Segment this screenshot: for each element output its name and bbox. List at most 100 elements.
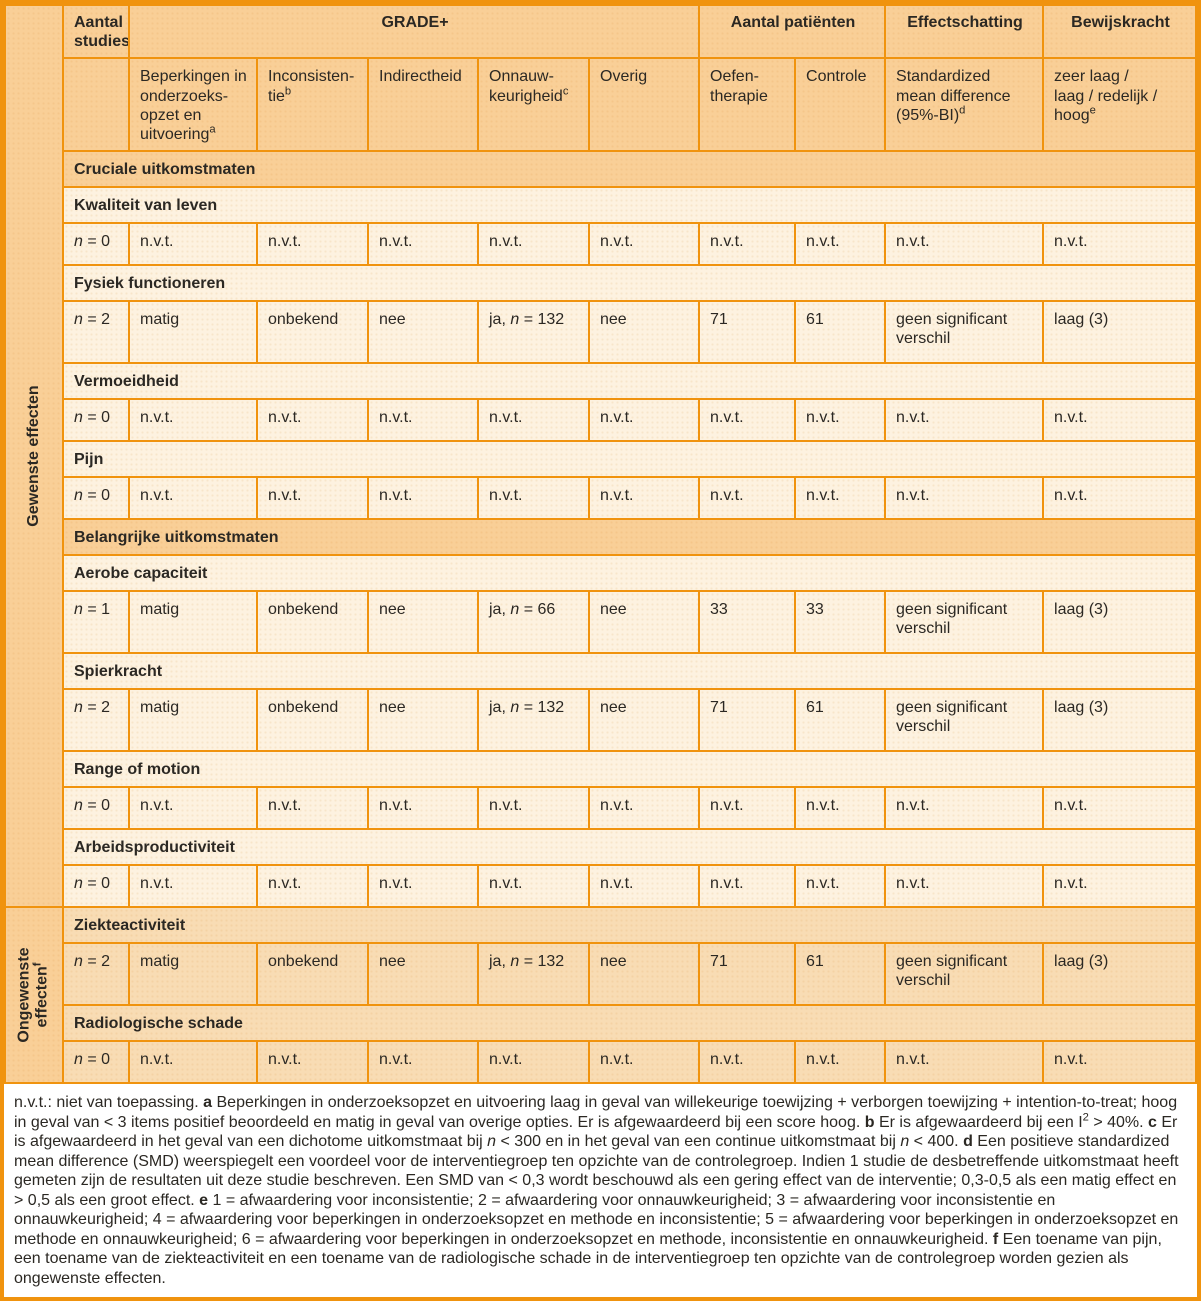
header-overig: Overig xyxy=(587,57,701,153)
data-row: n = 0 n.v.t. n.v.t. n.v.t. n.v.t. n.v.t. n.v.t… xyxy=(5,398,1197,443)
data-row: n = 0 n.v.t. n.v.t. n.v.t. n.v.t. n.v.t. n.v.t… xyxy=(5,864,1197,909)
grade-evidence-table: Gewenste effecten Aantal studies GRADE+ A… xyxy=(4,3,1197,1085)
header-indirectheid: Indirectheid xyxy=(367,57,479,153)
data-cell: n.v.t. xyxy=(698,222,797,267)
data-cell: n.v.t. xyxy=(698,398,797,443)
data-cell: n.v.t. xyxy=(1042,786,1197,831)
table-body: Gewenste effecten Aantal studies GRADE+ A… xyxy=(4,3,1197,1085)
data-cell: n.v.t. xyxy=(128,786,258,831)
data-cell: n.v.t. xyxy=(1042,222,1197,267)
sidebar-cell-ongewenste: Ongewenste effectenf xyxy=(4,906,64,1085)
data-cell: nee xyxy=(367,942,479,1007)
header-controle: Controle xyxy=(794,57,887,153)
data-cell: n.v.t. xyxy=(884,222,1045,267)
header-aantal-studies: Aantal studies xyxy=(62,3,130,60)
data-cell: nee xyxy=(587,590,701,655)
data-cell: geen significant verschil xyxy=(884,300,1045,365)
data-cell: geen significant verschil xyxy=(884,942,1045,1007)
cell-aantal-studies: n = 0 xyxy=(62,222,130,267)
outcome-header: Kwaliteit van leven xyxy=(62,186,1197,225)
footnotes: n.v.t.: niet van toepassing. a Beperking… xyxy=(4,1084,1197,1298)
data-cell: n.v.t. xyxy=(794,786,887,831)
data-cell: laag (3) xyxy=(1042,942,1197,1007)
data-cell: onbekend xyxy=(256,590,369,655)
outcome-row: Arbeidsproductiviteit xyxy=(5,828,1197,867)
outcome-row: Range of motion xyxy=(5,750,1197,789)
header-empty-cell xyxy=(62,57,130,153)
data-cell: ja, n = 66 xyxy=(477,590,590,655)
sidebar-label-gewenste: Gewenste effecten xyxy=(24,385,42,527)
data-cell: n.v.t. xyxy=(367,222,479,267)
data-cell: n.v.t. xyxy=(477,1040,590,1085)
data-cell: n.v.t. xyxy=(1042,398,1197,443)
data-cell: n.v.t. xyxy=(698,864,797,909)
header-onnauwkeurigheid: Onnauw-keurigheidc xyxy=(477,57,590,153)
data-cell: n.v.t. xyxy=(587,222,701,267)
data-row: n = 0 n.v.t. n.v.t. n.v.t. n.v.t. n.v.t. n.v.t… xyxy=(5,222,1197,267)
data-cell: n.v.t. xyxy=(477,476,590,521)
data-cell: n.v.t. xyxy=(128,476,258,521)
cell-aantal-studies: n = 0 xyxy=(62,398,130,443)
data-cell: matig xyxy=(128,300,258,365)
data-row: n = 0 n.v.t. n.v.t. n.v.t. n.v.t. n.v.t. n.v.t… xyxy=(5,1040,1197,1085)
data-cell: n.v.t. xyxy=(587,1040,701,1085)
data-cell: 61 xyxy=(794,300,887,365)
data-row: n = 1 matig onbekend nee ja, n = 66 nee 33 33 ge… xyxy=(5,590,1197,655)
header-row-sub: Beperkingen in onderzoeks-opzet en uitvoer… xyxy=(5,57,1197,153)
header-bewijskracht-schaal: zeer laag / laag / redelijk / hooge xyxy=(1042,57,1197,153)
data-cell: geen significant verschil xyxy=(884,590,1045,655)
data-cell: nee xyxy=(587,300,701,365)
section-header: Cruciale uitkomstmaten xyxy=(62,150,1197,189)
outcome-header: Ziekteactiviteit xyxy=(62,906,1197,945)
data-cell: n.v.t. xyxy=(256,864,369,909)
cell-aantal-studies: n = 0 xyxy=(62,1040,130,1085)
header-smd: Standardized mean difference (95%-BI)d xyxy=(884,57,1045,153)
data-row: n = 0 n.v.t. n.v.t. n.v.t. n.v.t. n.v.t. n.v.t… xyxy=(5,476,1197,521)
data-cell: n.v.t. xyxy=(1042,864,1197,909)
outcome-header: Radiologische schade xyxy=(62,1004,1197,1043)
cell-aantal-studies: n = 0 xyxy=(62,864,130,909)
data-cell: nee xyxy=(367,688,479,753)
data-row: n = 2 matig onbekend nee ja, n = 132 nee 71 61 g… xyxy=(5,942,1197,1007)
outcome-row: Kwaliteit van leven xyxy=(5,186,1197,225)
outcome-row: Fysiek functioneren xyxy=(5,264,1197,303)
header-row-groups: Gewenste effecten Aantal studies GRADE+ A… xyxy=(4,3,1197,909)
outcome-row: Aerobe capaciteit xyxy=(5,554,1197,593)
data-cell: n.v.t. xyxy=(256,1040,369,1085)
data-cell: n.v.t. xyxy=(587,476,701,521)
data-cell: n.v.t. xyxy=(128,398,258,443)
data-cell: n.v.t. xyxy=(128,1040,258,1085)
outcome-header: Fysiek functioneren xyxy=(62,264,1197,303)
data-cell: n.v.t. xyxy=(367,476,479,521)
data-cell: onbekend xyxy=(256,942,369,1007)
data-cell: n.v.t. xyxy=(884,398,1045,443)
data-cell: geen significant verschil xyxy=(884,688,1045,753)
data-cell: n.v.t. xyxy=(477,864,590,909)
data-cell: n.v.t. xyxy=(1042,1040,1197,1085)
data-cell: 71 xyxy=(698,300,797,365)
outcome-header: Pijn xyxy=(62,440,1197,479)
data-cell: laag (3) xyxy=(1042,688,1197,753)
data-cell: n.v.t. xyxy=(884,786,1045,831)
data-cell: n.v.t. xyxy=(794,222,887,267)
data-cell: ja, n = 132 xyxy=(477,688,590,753)
data-cell: n.v.t. xyxy=(698,1040,797,1085)
data-cell: nee xyxy=(587,688,701,753)
header-effectschatting: Effectschatting xyxy=(884,3,1045,60)
data-cell: n.v.t. xyxy=(256,476,369,521)
sidebar-cell-gewenste: Gewenste effecten xyxy=(4,3,64,909)
data-row: n = 0 n.v.t. n.v.t. n.v.t. n.v.t. n.v.t. n.v.t… xyxy=(5,786,1197,831)
section-row: Cruciale uitkomstmaten xyxy=(5,150,1197,189)
data-cell: n.v.t. xyxy=(794,398,887,443)
data-cell: laag (3) xyxy=(1042,590,1197,655)
data-cell: n.v.t. xyxy=(128,222,258,267)
outcome-header: Range of motion xyxy=(62,750,1197,789)
cell-aantal-studies: n = 0 xyxy=(62,786,130,831)
header-oefentherapie: Oefen-therapie xyxy=(698,57,797,153)
data-cell: n.v.t. xyxy=(794,864,887,909)
header-bewijskracht: Bewijskracht xyxy=(1042,3,1197,60)
outcome-header: Vermoeidheid xyxy=(62,362,1197,401)
data-cell: n.v.t. xyxy=(587,864,701,909)
data-cell: n.v.t. xyxy=(884,476,1045,521)
cell-aantal-studies: n = 2 xyxy=(62,688,130,753)
